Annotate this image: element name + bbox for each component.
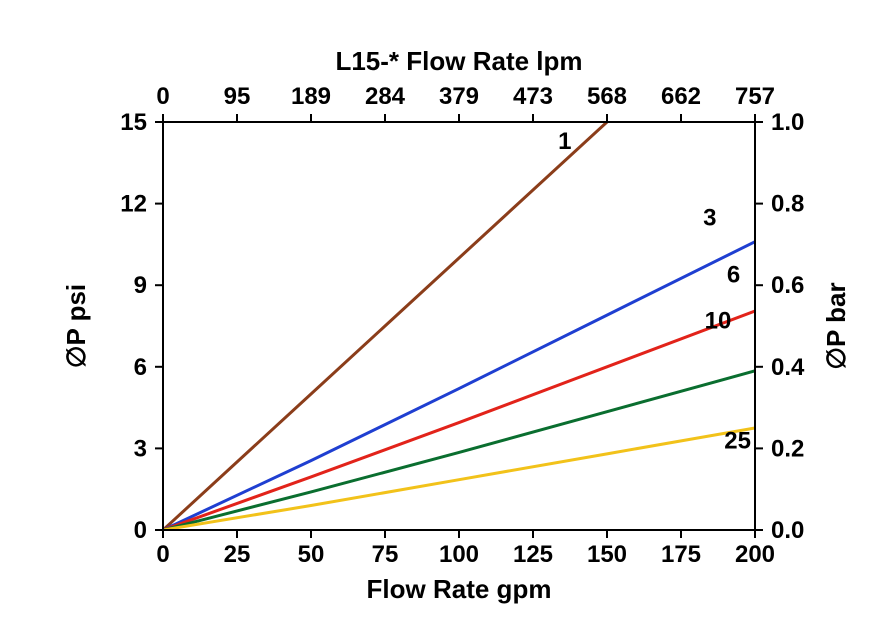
y-left-tick-label: 3	[134, 435, 147, 462]
x-top-tick-label: 568	[587, 83, 627, 110]
x-top-tick-label: 379	[439, 83, 479, 110]
y-left-tick-label: 15	[120, 109, 147, 136]
x-top-tick-label: 662	[661, 83, 701, 110]
x-bottom-tick-label: 50	[298, 541, 325, 568]
y-right-tick-label: 1.0	[771, 109, 804, 136]
x-bottom-tick-label: 175	[661, 541, 701, 568]
series-label-10: 10	[705, 308, 732, 335]
y-left-title: ∅P psi	[61, 284, 91, 368]
x-bottom-tick-label: 200	[735, 541, 775, 568]
y-left-tick-label: 0	[134, 517, 147, 544]
x-bottom-tick-label: 25	[224, 541, 251, 568]
x-top-title: L15-* Flow Rate lpm	[335, 46, 582, 76]
x-top-tick-label: 189	[291, 83, 331, 110]
x-top-tick-label: 0	[156, 83, 169, 110]
x-top-tick-label: 284	[365, 83, 406, 110]
flow-rate-chart: 0255075100125150175200Flow Rate gpm09518…	[0, 0, 876, 642]
y-right-tick-label: 0.6	[771, 272, 804, 299]
y-right-tick-label: 0.2	[771, 435, 804, 462]
x-bottom-tick-label: 150	[587, 541, 627, 568]
series-label-3: 3	[703, 204, 716, 231]
y-left-tick-label: 9	[134, 272, 147, 299]
series-label-25: 25	[724, 427, 751, 454]
x-bottom-tick-label: 0	[156, 541, 169, 568]
y-right-tick-label: 0.0	[771, 517, 804, 544]
x-bottom-title: Flow Rate gpm	[367, 574, 552, 604]
y-right-tick-label: 0.4	[771, 354, 805, 381]
chart-svg: 0255075100125150175200Flow Rate gpm09518…	[0, 0, 876, 642]
x-top-tick-label: 757	[735, 83, 775, 110]
series-label-6: 6	[727, 261, 740, 288]
y-right-tick-label: 0.8	[771, 191, 804, 218]
y-left-tick-label: 6	[134, 354, 147, 381]
x-top-tick-label: 473	[513, 83, 553, 110]
series-label-1: 1	[558, 128, 571, 155]
x-top-tick-label: 95	[224, 83, 251, 110]
x-bottom-tick-label: 125	[513, 541, 553, 568]
x-bottom-tick-label: 75	[372, 541, 399, 568]
y-right-title: ∅P bar	[821, 282, 851, 369]
y-left-tick-label: 12	[120, 191, 147, 218]
x-bottom-tick-label: 100	[439, 541, 479, 568]
